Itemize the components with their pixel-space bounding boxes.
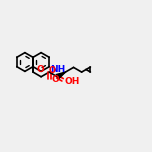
Text: OH: OH	[65, 77, 80, 86]
Text: NH: NH	[50, 65, 66, 74]
Text: O: O	[48, 66, 55, 75]
Polygon shape	[56, 72, 65, 79]
Text: O: O	[52, 75, 59, 84]
Text: O: O	[36, 65, 44, 74]
